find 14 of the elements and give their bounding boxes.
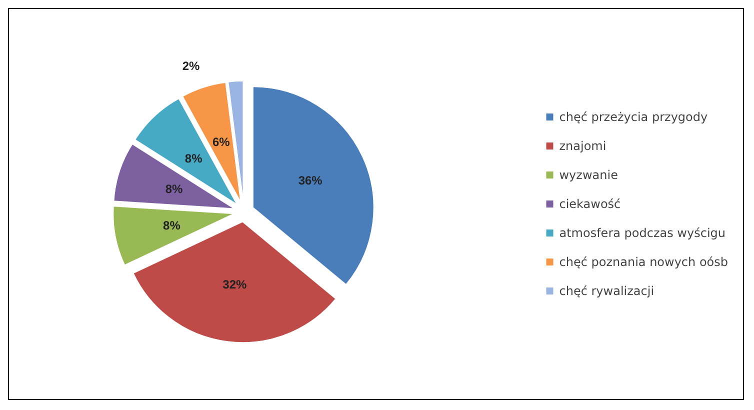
data-label: 2% xyxy=(182,59,200,74)
legend-label: znajomi xyxy=(559,139,606,153)
data-label: 8% xyxy=(184,151,203,166)
data-label: 36% xyxy=(298,174,323,188)
data-label: 8% xyxy=(163,218,181,233)
legend-label: chęć poznania nowych oósb xyxy=(559,255,728,269)
legend-label: atmosfera podczas wyścigu xyxy=(559,226,726,240)
legend-label: chęć przeżycia przygody xyxy=(559,110,708,124)
legend-label: wyzwanie xyxy=(559,168,618,182)
data-label: 6% xyxy=(212,134,230,149)
data-label: 32% xyxy=(222,278,248,292)
data-label: 8% xyxy=(165,182,184,196)
legend-label: ciekawość xyxy=(559,197,621,211)
legend-label: chęć rywalizacji xyxy=(559,284,654,298)
